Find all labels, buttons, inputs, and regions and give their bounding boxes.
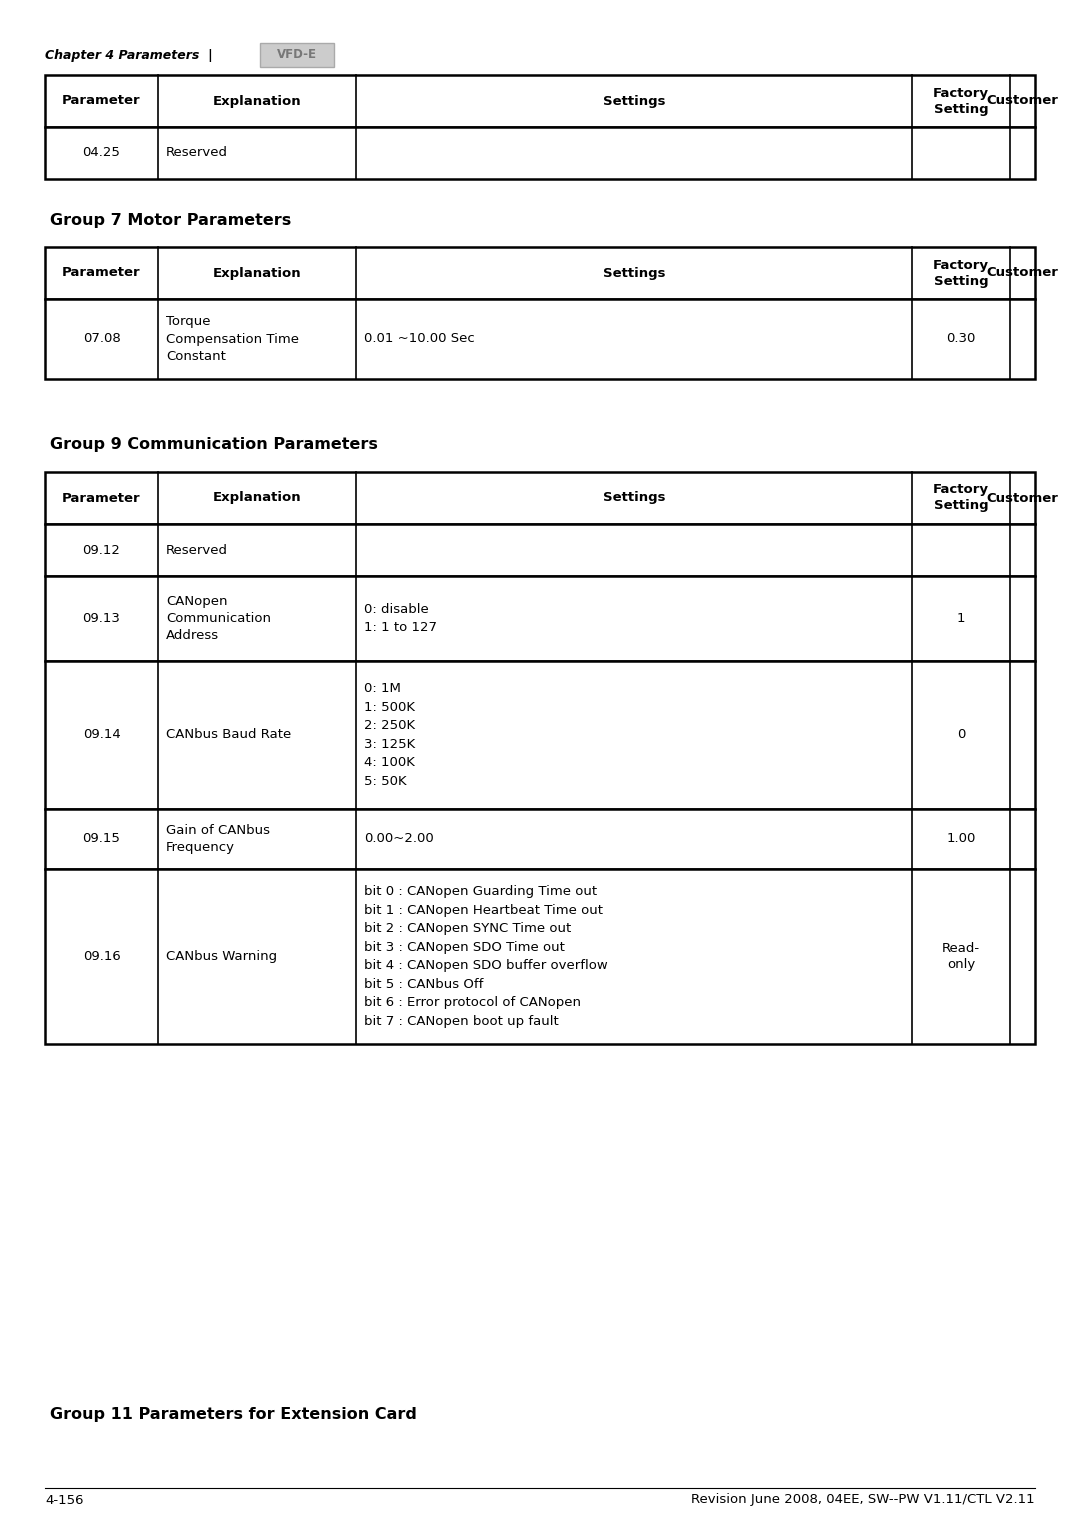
Bar bbox=[45, 868, 1035, 1045]
Text: Reserved: Reserved bbox=[166, 543, 228, 557]
Bar bbox=[45, 661, 1035, 808]
Text: Customer: Customer bbox=[986, 95, 1058, 107]
Text: bit 0 : CANopen Guarding Time out
bit 1 : CANopen Heartbeat Time out
bit 2 : CAN: bit 0 : CANopen Guarding Time out bit 1 … bbox=[364, 885, 608, 1028]
Text: Gain of CANbus
Frequency: Gain of CANbus Frequency bbox=[166, 824, 270, 854]
Text: Parameter: Parameter bbox=[63, 491, 140, 505]
Text: Parameter: Parameter bbox=[63, 95, 140, 107]
Text: 09.14: 09.14 bbox=[83, 729, 120, 741]
Text: Chapter 4 Parameters  |: Chapter 4 Parameters | bbox=[45, 49, 213, 61]
Text: 4-156: 4-156 bbox=[45, 1494, 83, 1506]
Text: Settings: Settings bbox=[603, 267, 665, 279]
Text: 09.15: 09.15 bbox=[82, 833, 121, 845]
Text: CANbus Baud Rate: CANbus Baud Rate bbox=[166, 729, 292, 741]
Bar bbox=[45, 75, 1035, 127]
Text: Factory
Setting: Factory Setting bbox=[933, 86, 989, 115]
Text: 0: disable
1: 1 to 127: 0: disable 1: 1 to 127 bbox=[364, 603, 437, 634]
Text: 04.25: 04.25 bbox=[82, 147, 121, 160]
Text: CANbus Warning: CANbus Warning bbox=[166, 950, 278, 963]
Text: Read-
only: Read- only bbox=[942, 942, 980, 971]
Text: Explanation: Explanation bbox=[213, 267, 301, 279]
Bar bbox=[45, 247, 1035, 299]
Text: Factory
Setting: Factory Setting bbox=[933, 483, 989, 512]
Text: Explanation: Explanation bbox=[213, 95, 301, 107]
Text: Explanation: Explanation bbox=[213, 491, 301, 505]
Text: Revision June 2008, 04EE, SW--PW V1.11/CTL V2.11: Revision June 2008, 04EE, SW--PW V1.11/C… bbox=[691, 1494, 1035, 1506]
Text: Reserved: Reserved bbox=[166, 147, 228, 160]
Bar bbox=[45, 472, 1035, 525]
Bar bbox=[45, 299, 1035, 379]
Text: 0.01 ~10.00 Sec: 0.01 ~10.00 Sec bbox=[364, 333, 475, 345]
Text: 0: 1M
1: 500K
2: 250K
3: 125K
4: 100K
5: 50K: 0: 1M 1: 500K 2: 250K 3: 125K 4: 100K 5:… bbox=[364, 683, 415, 788]
Text: 0.30: 0.30 bbox=[946, 333, 975, 345]
Bar bbox=[45, 575, 1035, 661]
Text: Group 7 Motor Parameters: Group 7 Motor Parameters bbox=[50, 213, 292, 227]
Text: Parameter: Parameter bbox=[63, 267, 140, 279]
Bar bbox=[45, 525, 1035, 575]
Bar bbox=[45, 808, 1035, 868]
Text: 0: 0 bbox=[957, 729, 966, 741]
Text: Settings: Settings bbox=[603, 491, 665, 505]
Text: Factory
Setting: Factory Setting bbox=[933, 259, 989, 287]
Text: 1: 1 bbox=[957, 612, 966, 624]
Text: Customer: Customer bbox=[986, 267, 1058, 279]
Text: Torque
Compensation Time
Constant: Torque Compensation Time Constant bbox=[166, 316, 299, 362]
Text: 1.00: 1.00 bbox=[946, 833, 975, 845]
Text: 09.16: 09.16 bbox=[83, 950, 120, 963]
Text: CANopen
Communication
Address: CANopen Communication Address bbox=[166, 595, 271, 643]
Text: 09.13: 09.13 bbox=[82, 612, 121, 624]
Text: 0.00~2.00: 0.00~2.00 bbox=[364, 833, 434, 845]
Text: Group 11 Parameters for Extension Card: Group 11 Parameters for Extension Card bbox=[50, 1408, 417, 1422]
Bar bbox=[45, 127, 1035, 179]
Text: Customer: Customer bbox=[986, 491, 1058, 505]
Bar bbox=[260, 43, 334, 67]
Text: Settings: Settings bbox=[603, 95, 665, 107]
Text: Group 9 Communication Parameters: Group 9 Communication Parameters bbox=[50, 437, 378, 453]
Text: 09.12: 09.12 bbox=[82, 543, 121, 557]
Text: VFD-E: VFD-E bbox=[276, 49, 318, 61]
Text: 07.08: 07.08 bbox=[83, 333, 120, 345]
